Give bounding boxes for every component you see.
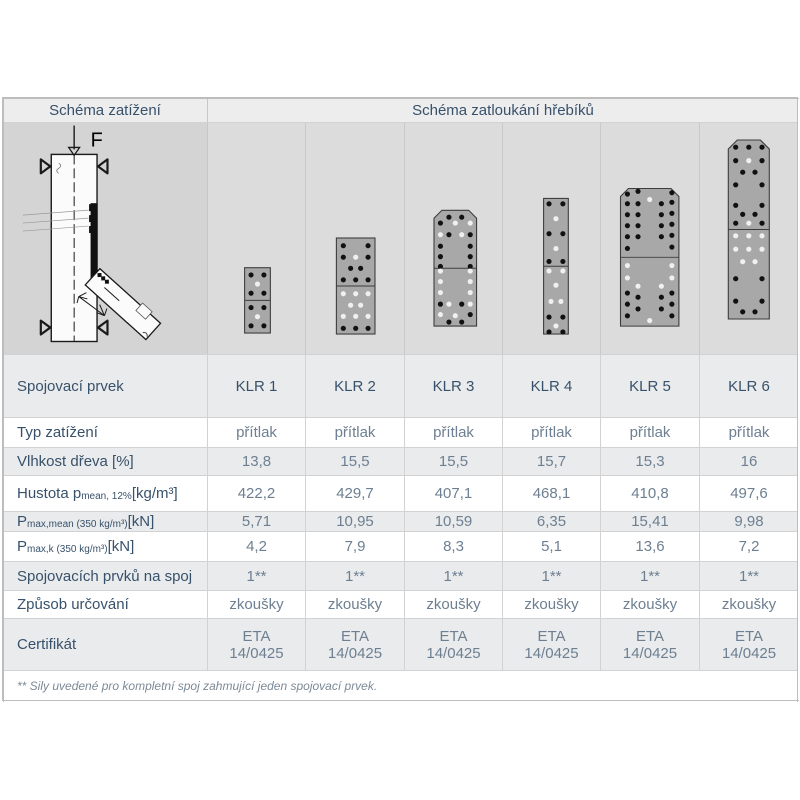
svg-text:F: F xyxy=(91,129,103,151)
